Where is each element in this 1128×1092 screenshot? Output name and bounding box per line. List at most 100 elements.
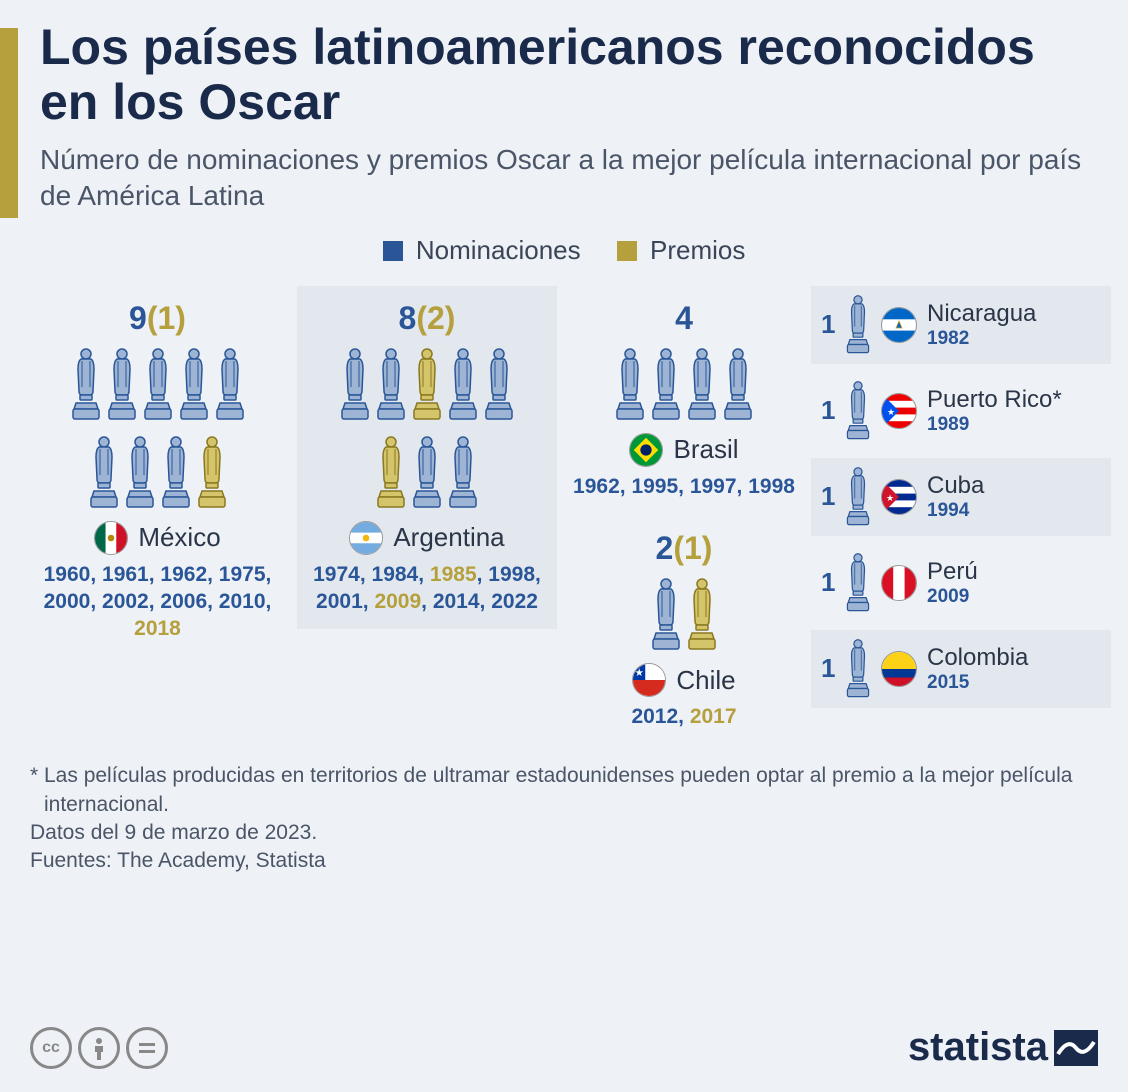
panel-small-countries: 1 Nicaragua 1982 1 ★ Puerto Ric — [811, 286, 1111, 708]
svg-text:★: ★ — [886, 493, 894, 503]
accent-bar — [0, 28, 18, 218]
statuettes-chile — [573, 577, 795, 653]
header: Los países latinoamericanos reconocidos … — [40, 20, 1098, 215]
oscar-statuette-icon — [375, 435, 407, 511]
count-brasil: 4 — [573, 300, 795, 337]
small-row-peru: 1 Perú 2009 — [811, 544, 1111, 622]
country-name-argentina: Argentina — [393, 522, 504, 553]
flag-mexico-icon — [94, 521, 128, 555]
oscar-statuette-icon — [483, 347, 515, 423]
flag-cuba-icon: ★ — [881, 479, 917, 515]
oscar-statuette-icon — [339, 347, 371, 423]
panel-brasil-chile: 4 — [569, 286, 799, 745]
country-row-mexico: México — [38, 521, 277, 555]
svg-text:★: ★ — [635, 668, 644, 679]
small-country-name: Nicaragua — [927, 300, 1036, 328]
country-row-argentina: Argentina — [305, 521, 549, 555]
small-text-block: Cuba 1994 — [927, 472, 984, 522]
flag-colombia-icon — [881, 651, 917, 687]
small-text-block: Perú 2009 — [927, 558, 978, 608]
attribution-icon — [78, 1027, 120, 1069]
oscar-statuette-icon — [106, 347, 138, 423]
footnotes: * Las películas producidas en territorio… — [30, 762, 1098, 875]
footnote-sources: Fuentes: The Academy, Statista — [30, 847, 1098, 875]
small-count: 1 — [821, 309, 835, 340]
country-name-mexico: México — [138, 522, 220, 553]
footnote-asterisk: * Las películas producidas en territorio… — [30, 762, 1098, 819]
panel-mexico: 9(1) — [30, 286, 285, 657]
statista-logo: statista — [908, 1025, 1098, 1070]
small-row-colombia: 1 Colombia 2015 — [811, 630, 1111, 708]
flag-puertorico-icon: ★ — [881, 393, 917, 429]
small-country-name: Cuba — [927, 472, 984, 500]
no-derivatives-icon — [126, 1027, 168, 1069]
oscar-statuette-icon — [88, 435, 120, 511]
small-count: 1 — [821, 481, 835, 512]
panel-argentina: 8(2) — [297, 286, 557, 630]
oscar-statuette-icon — [375, 347, 407, 423]
cc-license-icons: cc — [30, 1027, 168, 1069]
statuettes-brasil — [573, 347, 795, 423]
country-row-chile: ★ Chile — [573, 663, 795, 697]
count-chile: 2(1) — [573, 530, 795, 567]
legend-swatch-nominations — [383, 241, 403, 261]
page-title: Los países latinoamericanos reconocidos … — [40, 20, 1098, 130]
small-country-year: 1982 — [927, 328, 1036, 350]
legend-label-awards: Premios — [650, 235, 745, 265]
small-text-block: Colombia 2015 — [927, 644, 1028, 694]
statista-label: statista — [908, 1025, 1048, 1070]
footnote-date: Datos del 9 de marzo de 2023. — [30, 819, 1098, 847]
flag-argentina-icon — [349, 521, 383, 555]
small-text-block: Nicaragua 1982 — [927, 300, 1036, 350]
oscar-statuette-icon — [447, 347, 479, 423]
oscar-statuette-icon — [214, 347, 246, 423]
panel-brasil: 4 — [573, 300, 795, 500]
flag-nicaragua-icon — [881, 307, 917, 343]
oscar-statuette-icon — [196, 435, 228, 511]
small-country-name: Colombia — [927, 644, 1028, 672]
country-name-brasil: Brasil — [673, 434, 738, 465]
cc-icon: cc — [30, 1027, 72, 1069]
small-country-year: 2015 — [927, 672, 1028, 694]
small-count: 1 — [821, 395, 835, 426]
small-country-name: Puerto Rico* — [927, 386, 1062, 414]
oscar-statuette-icon — [845, 466, 871, 528]
oscar-statuette-icon — [650, 347, 682, 423]
oscar-statuette-icon — [686, 347, 718, 423]
small-country-year: 1989 — [927, 414, 1062, 436]
small-row-nicaragua: 1 Nicaragua 1982 — [811, 286, 1111, 364]
oscar-statuette-icon — [845, 294, 871, 356]
statista-wave-icon — [1054, 1030, 1098, 1066]
years-chile: 2012, 2017 — [573, 703, 795, 730]
oscar-statuette-icon — [614, 347, 646, 423]
oscar-statuette-icon — [686, 577, 718, 653]
small-country-year: 1994 — [927, 500, 984, 522]
svg-text:★: ★ — [887, 407, 895, 417]
statuettes-argentina — [305, 347, 549, 511]
footer: cc statista — [30, 1025, 1098, 1070]
oscar-statuette-icon — [411, 347, 443, 423]
years-mexico: 1960, 1961, 1962, 1975, 2000, 2002, 2006… — [38, 561, 277, 643]
flag-chile-icon: ★ — [632, 663, 666, 697]
legend-label-nominations: Nominaciones — [416, 235, 581, 265]
legend-swatch-awards — [617, 241, 637, 261]
flag-brasil-icon — [629, 433, 663, 467]
oscar-statuette-icon — [650, 577, 682, 653]
country-row-brasil: Brasil — [573, 433, 795, 467]
oscar-statuette-icon — [845, 552, 871, 614]
oscar-statuette-icon — [178, 347, 210, 423]
main-content: 9(1) — [30, 286, 1098, 745]
page-subtitle: Número de nominaciones y premios Oscar a… — [40, 142, 1098, 215]
oscar-statuette-icon — [70, 347, 102, 423]
oscar-statuette-icon — [845, 638, 871, 700]
oscar-statuette-icon — [124, 435, 156, 511]
oscar-statuette-icon — [411, 435, 443, 511]
flag-peru-icon — [881, 565, 917, 601]
small-row-cuba: 1 ★ Cuba 1994 — [811, 458, 1111, 536]
small-count: 1 — [821, 653, 835, 684]
oscar-statuette-icon — [845, 380, 871, 442]
count-argentina: 8(2) — [305, 300, 549, 337]
small-country-year: 2009 — [927, 586, 978, 608]
oscar-statuette-icon — [722, 347, 754, 423]
oscar-statuette-icon — [447, 435, 479, 511]
